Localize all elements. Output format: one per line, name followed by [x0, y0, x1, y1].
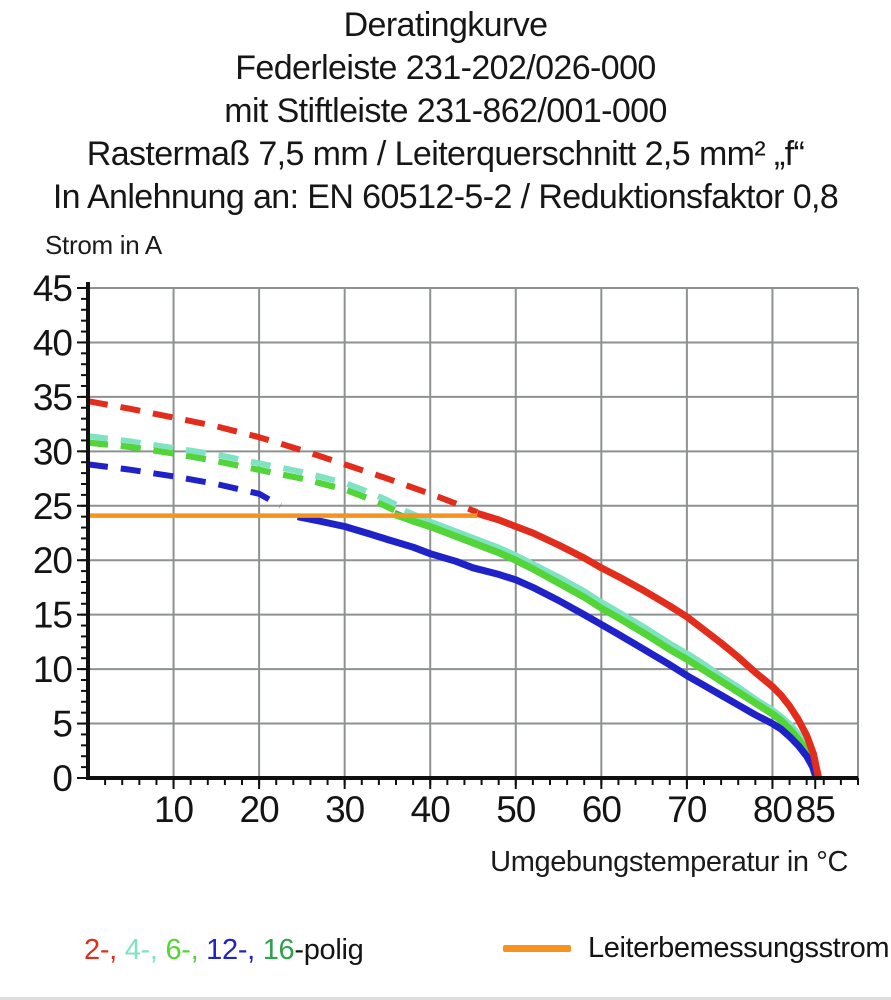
x-tick-label: 10: [154, 789, 194, 830]
x-tick-label: 85: [796, 789, 836, 830]
y-tick-label: 10: [33, 649, 73, 690]
legend-pole-item: 2-,: [84, 934, 117, 966]
rated-current-line-swatch: [503, 944, 571, 952]
curve-16-polig-dashed: [87, 439, 396, 513]
y-tick-label: 20: [33, 540, 73, 581]
curves: [87, 398, 823, 780]
x-tick-label: 70: [667, 789, 707, 830]
y-axis-title: Strom in A: [45, 230, 162, 260]
legend-pole-item: 4-,: [124, 934, 158, 966]
title-line-2: Federleiste 231-202/026-000: [235, 49, 656, 87]
y-tick-label: 30: [33, 431, 73, 472]
legend-rated-current: Leiterbemessungsstrom: [503, 930, 889, 966]
grid-lines: [88, 287, 859, 778]
x-tick-label: 50: [496, 789, 536, 830]
curve-6-polig-dashed: [87, 439, 396, 513]
legend-pole-counts: 2-, 4-, 6-, 12-, 16-polig: [84, 932, 364, 968]
curve-2-polig-dashed: [87, 398, 479, 516]
curve-4-polig-dashed: [87, 433, 406, 512]
x-axis-title: Umgebungstemperatur in °C: [490, 846, 848, 878]
legend-pole-item: 6-,: [165, 934, 199, 966]
y-tick-label: 40: [33, 322, 73, 363]
axis-ticks: [77, 287, 859, 789]
title-line-4: Rastermaß 7,5 mm / Leiterquerschnitt 2,5…: [86, 135, 805, 173]
curve-2-polig-solid: [476, 510, 823, 779]
chart-title-block: Deratingkurve Federleiste 231-202/026-00…: [0, 4, 891, 219]
curve-16-polig-solid: [392, 510, 821, 779]
legend-pole-suffix: -polig: [294, 934, 364, 966]
x-tick-label: 80: [753, 789, 793, 830]
y-tick-label: 35: [33, 377, 73, 418]
tick-labels: 10 20 30 40 50 60 70 80 85 0 5 10 15 20 25 30 35 40 45: [33, 268, 836, 830]
rated-current-label: Leiterbemessungsstrom: [588, 931, 890, 964]
x-tick-label: 20: [240, 789, 280, 830]
y-tick-label: 0: [52, 758, 72, 799]
title-line-5: In Anlehnung an: EN 60512-5-2 / Reduktio…: [52, 178, 839, 216]
y-tick-label: 5: [52, 704, 72, 745]
y-tick-label: 15: [33, 595, 73, 636]
curve-12-polig-dashed: [87, 461, 282, 509]
axes: [86, 282, 858, 780]
x-tick-label: 60: [582, 789, 622, 830]
legend-pole-item: 12-,: [206, 934, 255, 966]
title-line-3: mit Stiftleiste 231-862/001-000: [224, 92, 667, 130]
y-tick-label: 25: [33, 486, 73, 527]
curve-4-polig-solid: [403, 507, 822, 779]
legend-pole-item: 16: [262, 934, 295, 966]
curve-6-polig-solid: [393, 511, 821, 779]
x-tick-label: 30: [325, 789, 365, 830]
y-tick-label: 45: [33, 268, 73, 309]
bottom-divider: [0, 997, 891, 1000]
title-line-1: Deratingkurve: [343, 6, 548, 44]
curve-12-polig-solid: [296, 513, 820, 780]
x-tick-label: 40: [411, 789, 451, 830]
